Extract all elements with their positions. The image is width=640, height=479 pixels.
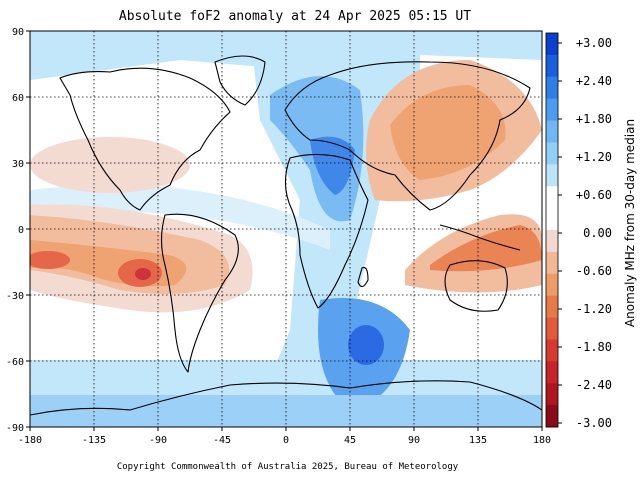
colorbar-swatch [546,317,558,340]
plot-area [30,31,542,427]
colorbar-swatch [546,295,558,319]
y-axis-ticks: 90 60 30 0 -30 -60 -90 [6,27,30,434]
x-tick-label: -135 [82,435,106,446]
colorbar-swatch [546,164,558,187]
colorbar-swatch [546,273,558,297]
x-axis-ticks: -180 -135 -90 -45 0 45 90 135 180 [18,427,551,446]
colorbar-swatch [546,186,558,209]
colorbar-label: -2.40 [576,378,612,392]
colorbar-label: -3.00 [576,416,612,430]
x-tick-label: 135 [469,435,487,446]
colorbar-frame [545,32,559,428]
colorbar-title: Anomaly MHz from 30-day median [623,119,637,327]
greenland-coast [214,55,266,106]
colorbar-labels: +3.00 +2.40 +1.80 +1.20 +0.60 0.00 -0.60 -1.20 -… [558,36,612,430]
africa-coast [284,153,369,309]
dateline-west-core [30,251,70,269]
colorbar-swatch [546,405,558,428]
y-tick-label: 60 [12,93,24,104]
colorbar-swatch [546,230,558,253]
colorbar-label: +2.40 [576,74,612,88]
colorbar-swatch [546,76,558,100]
australia-coast [444,260,508,312]
coastlines [30,55,542,416]
pacific-dark-red-core [135,268,151,280]
colorbar-swatch [546,54,558,78]
y-tick-label: 0 [18,225,24,236]
x-tick-label: -45 [213,435,231,446]
x-tick-label: 0 [283,435,289,446]
x-tick-label: -90 [149,435,167,446]
colorbar-label: -0.60 [576,264,612,278]
pacific-west-core [430,225,542,272]
colorbar-label: +3.00 [576,36,612,50]
colorbar-swatch [546,98,558,122]
colorbar-swatch [546,383,558,406]
colorbar-label: +0.60 [576,188,612,202]
colorbar-swatch [546,339,558,362]
colorbar-swatch [546,361,558,384]
north-america-negative [30,137,190,193]
colorbar-label: 0.00 [583,226,612,240]
y-tick-label: -90 [6,423,24,434]
equatorial-blue-band [30,185,330,250]
colorbar-swatch [546,33,558,56]
x-tick-label: 180 [533,435,551,446]
grid-lines [30,31,542,427]
asia-negative-core [390,85,506,180]
antarctica-coast [30,380,542,416]
colorbar-label: -1.80 [576,340,612,354]
y-tick-label: 30 [12,159,24,170]
europe-asia-coast [284,61,531,211]
colorbar [545,32,559,428]
y-tick-label: 90 [12,27,24,38]
colorbar-swatch [546,120,558,143]
colorbar-label: +1.20 [576,150,612,164]
colorbar-swatch [546,251,558,275]
southern-ocean-blue-core [348,325,384,365]
map-title: Absolute foF2 anomaly at 24 Apr 2025 05:… [118,9,472,24]
y-tick-label: -30 [6,291,24,302]
indonesia-coast [439,224,521,251]
colorbar-label: +1.80 [576,112,612,126]
colorbar-label: -1.20 [576,302,612,316]
copyright-notice: Copyright Commonwealth of Australia 2025… [116,462,459,472]
x-tick-label: -180 [18,435,42,446]
madagascar-coast [357,266,369,288]
colorbar-swatch [546,142,558,165]
colorbar-swatch [546,208,558,231]
south-america-coast [160,213,239,373]
y-tick-label: -60 [6,357,24,368]
north-america-coast [59,67,231,211]
mideast-blue-core [310,136,355,195]
x-tick-label: 45 [344,435,356,446]
x-tick-label: 90 [408,435,420,446]
